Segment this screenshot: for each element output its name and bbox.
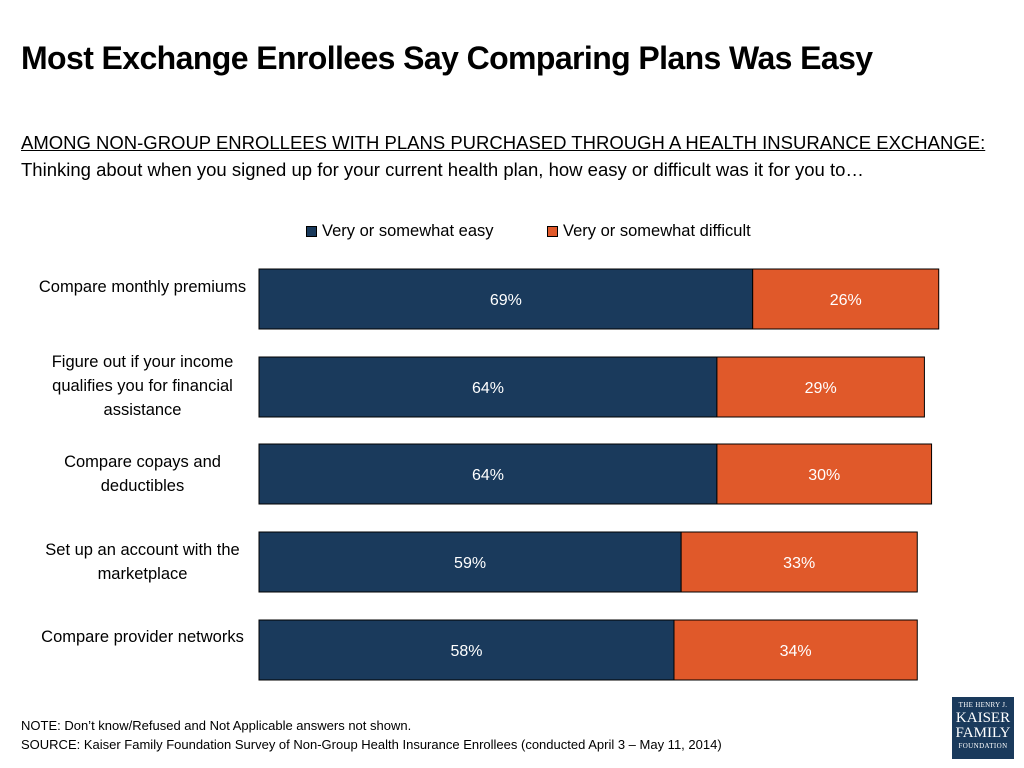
category-label: Compare monthly premiums xyxy=(38,278,247,296)
bar-easy xyxy=(258,443,718,505)
bar-easy xyxy=(258,619,675,681)
data-label-easy: 64% xyxy=(472,467,504,484)
data-label-difficult: 34% xyxy=(780,643,812,660)
footnote: NOTE: Don’t know/Refused and Not Applica… xyxy=(21,716,722,754)
legend-item-easy: Very or somewhat easy xyxy=(306,222,494,241)
logo-line-3: FAMILY xyxy=(955,725,1011,741)
bar-difficult xyxy=(680,531,918,593)
category-label: Compare provider networks xyxy=(41,628,244,646)
kff-logo: THE HENRY J. KAISER FAMILY FOUNDATION xyxy=(952,697,1014,759)
chart-legend: Very or somewhat easy Very or somewhat d… xyxy=(0,222,1024,244)
category-label: Compare copays and deductibles xyxy=(64,453,221,495)
data-label-difficult: 29% xyxy=(805,380,837,397)
data-label-easy: 64% xyxy=(472,380,504,397)
page-title: Most Exchange Enrollees Say Comparing Pl… xyxy=(21,40,873,76)
category-label: Set up an account with the marketplace xyxy=(45,541,240,583)
note-text: NOTE: Don’t know/Refused and Not Applica… xyxy=(21,718,412,733)
data-label-easy: 58% xyxy=(450,643,482,660)
data-label-easy: 59% xyxy=(454,555,486,572)
subtitle-question: Thinking about when you signed up for yo… xyxy=(21,159,864,180)
legend-item-difficult: Very or somewhat difficult xyxy=(547,222,751,241)
logo-line-1: THE HENRY J. xyxy=(958,701,1008,709)
legend-label-difficult: Very or somewhat difficult xyxy=(563,222,751,240)
legend-swatch-difficult xyxy=(547,226,558,237)
legend-swatch-easy xyxy=(306,226,317,237)
bar-easy xyxy=(258,356,718,418)
data-label-difficult: 30% xyxy=(808,467,840,484)
data-label-difficult: 33% xyxy=(783,555,815,572)
bar-easy xyxy=(258,268,754,330)
bar-difficult xyxy=(673,619,918,681)
bar-easy xyxy=(258,531,682,593)
data-label-difficult: 26% xyxy=(830,292,862,309)
chart-subtitle: AMONG NON-GROUP ENROLLEES WITH PLANS PUR… xyxy=(21,129,1011,183)
logo-line-4: FOUNDATION xyxy=(958,742,1008,750)
legend-label-easy: Very or somewhat easy xyxy=(322,222,494,240)
source-text: SOURCE: Kaiser Family Foundation Survey … xyxy=(21,737,722,752)
category-label: Figure out if your income qualifies you … xyxy=(51,353,234,419)
bar-difficult xyxy=(716,356,925,418)
bar-difficult xyxy=(716,443,933,505)
subtitle-lead: AMONG NON-GROUP ENROLLEES WITH PLANS PUR… xyxy=(21,132,986,153)
logo-line-2: KAISER xyxy=(955,710,1011,726)
bar-difficult xyxy=(752,268,940,330)
data-label-easy: 69% xyxy=(490,292,522,309)
